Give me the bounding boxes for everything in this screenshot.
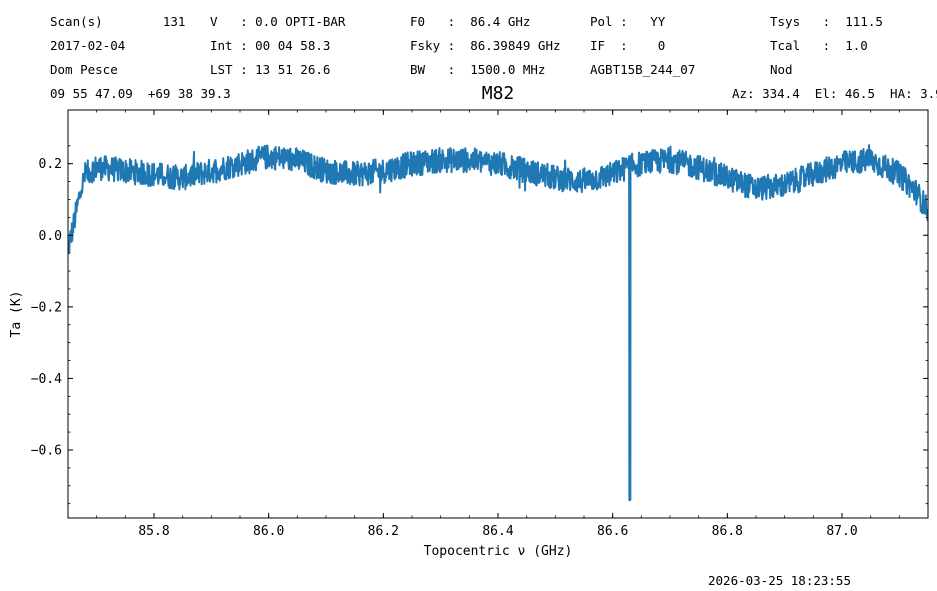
y-axis-label: Ta (K) [9,291,24,338]
header-if: IF : 0 [590,38,666,53]
header-project: AGBT15B_244_07 [590,62,696,77]
header-az-el-ha: Az: 334.4 El: 46.5 HA: 3.9 [732,86,937,101]
x-tick-label: 86.6 [597,524,628,539]
x-tick-label: 86.2 [368,524,399,539]
spectrum-line [68,144,928,502]
x-tick-label: 85.8 [138,524,169,539]
header-date: 2017-02-04 [50,38,126,53]
header-velocity: V : 0.0 OPTI-BAR [210,14,346,29]
y-tick-label: 0.2 [39,157,62,172]
header-procedure: Nod [770,62,793,77]
header-scan-label: Scan(s) 131 [50,14,186,29]
timestamp: 2026-03-25 18:23:55 [708,573,851,588]
y-tick-label: −0.6 [31,444,62,459]
y-tick-label: −0.4 [31,372,62,387]
header-pol: Pol : YY [590,14,666,29]
x-axis-label: Topocentric ν (GHz) [424,544,573,559]
x-tick-label: 86.4 [482,524,513,539]
header-bw: BW : 1500.0 MHz [410,62,546,77]
header-coords: 09 55 47.09 +69 38 39.3 [50,86,231,101]
x-tick-label: 87.0 [826,524,857,539]
header-observer: Dom Pesce [50,62,118,77]
header-f0: F0 : 86.4 GHz [410,14,531,29]
y-tick-label: 0.0 [39,229,62,244]
header-tcal: Tcal : 1.0 [770,38,868,53]
header-fsky: Fsky : 86.39849 GHz [410,38,561,53]
header-int: Int : 00 04 58.3 [210,38,331,53]
chart-title: M82 [482,83,515,104]
x-tick-label: 86.0 [253,524,284,539]
header-lst: LST : 13 51 26.6 [210,62,331,77]
y-tick-label: −0.2 [31,300,62,315]
x-tick-label: 86.8 [712,524,743,539]
header-tsys: Tsys : 111.5 [770,14,883,29]
